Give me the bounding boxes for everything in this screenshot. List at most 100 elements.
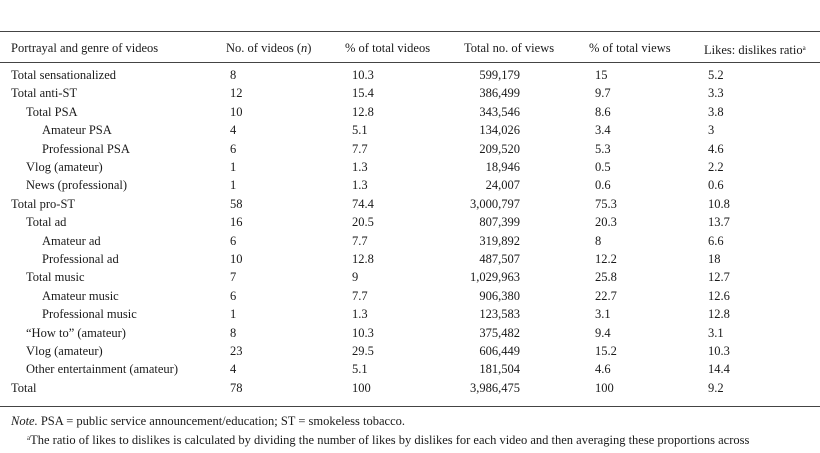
cell-pct-total-views: 22.7 bbox=[595, 288, 617, 303]
cell-no-of-videos: 8 bbox=[230, 325, 237, 340]
cell-total-views: 1,029,963 bbox=[470, 270, 520, 285]
footnote-marker: a bbox=[27, 434, 31, 442]
cell-no-of-videos: 10 bbox=[230, 104, 243, 119]
cell-likes-dislikes-ratio: 6.6 bbox=[708, 233, 724, 248]
table-row: Amateur PSA 4 5.1 134,026 3.4 3 bbox=[0, 121, 820, 139]
cell-portrayal-genre: Total PSA bbox=[26, 104, 78, 119]
cell-pct-total-views: 0.5 bbox=[595, 160, 611, 174]
cell-pct-total-videos: 10.3 bbox=[352, 68, 374, 82]
table-top-rule bbox=[0, 31, 820, 32]
cell-pct-total-videos: 9 bbox=[352, 270, 359, 285]
cell-no-of-videos: 78 bbox=[230, 380, 243, 395]
table-row: Amateur ad 6 7.7 319,892 8 6.6 bbox=[0, 232, 820, 250]
header-portrayal-genre: Portrayal and genre of videos bbox=[11, 41, 159, 55]
cell-total-views: 3,000,797 bbox=[470, 196, 520, 211]
cell-total-views: 134,026 bbox=[479, 123, 520, 138]
cell-likes-dislikes-ratio: 10.3 bbox=[708, 344, 730, 358]
cell-pct-total-views: 100 bbox=[595, 380, 614, 395]
cell-no-of-videos: 6 bbox=[230, 288, 237, 303]
cell-total-views: 319,892 bbox=[479, 233, 520, 248]
table-note: Note. PSA = public service announcement/… bbox=[11, 414, 405, 429]
cell-total-views: 386,499 bbox=[479, 86, 520, 101]
header-pct-total-views: % of total views bbox=[589, 41, 671, 55]
cell-no-of-videos: 58 bbox=[230, 196, 243, 211]
cell-likes-dislikes-ratio: 12.7 bbox=[708, 270, 730, 285]
cell-no-of-videos: 23 bbox=[230, 344, 243, 358]
cell-pct-total-videos: 7.7 bbox=[352, 233, 368, 248]
cell-total-views: 123,583 bbox=[479, 307, 520, 322]
cell-portrayal-genre: Total sensationalized bbox=[11, 68, 116, 82]
table-row: Total music 7 9 1,029,963 25.8 12.7 bbox=[0, 268, 820, 286]
cell-portrayal-genre: Professional PSA bbox=[42, 141, 130, 156]
cell-pct-total-views: 0.6 bbox=[595, 178, 611, 193]
table-row: Total pro-ST 58 74.4 3,000,797 75.3 10.8 bbox=[0, 195, 820, 213]
cell-no-of-videos: 1 bbox=[230, 160, 237, 174]
header-total-views: Total no. of views bbox=[464, 41, 555, 55]
cell-pct-total-views: 15.2 bbox=[595, 344, 617, 358]
table-row: Total sensationalized 8 10.3 599,179 15 5.2 bbox=[0, 66, 820, 84]
cell-likes-dislikes-ratio: 5.2 bbox=[708, 68, 724, 82]
table-row: Total ad 16 20.5 807,399 20.3 13.7 bbox=[0, 213, 820, 231]
table-row: Vlog (amateur) 1 1.3 18,946 0.5 2.2 bbox=[0, 158, 820, 176]
table-row: “How to” (amateur) 8 10.3 375,482 9.4 3.1 bbox=[0, 324, 820, 342]
cell-likes-dislikes-ratio: 2.2 bbox=[708, 160, 724, 174]
cell-pct-total-videos: 100 bbox=[352, 380, 371, 395]
cell-portrayal-genre: Professional music bbox=[42, 307, 137, 322]
cell-portrayal-genre: News (professional) bbox=[26, 178, 128, 193]
cell-pct-total-videos: 15.4 bbox=[352, 86, 374, 101]
cell-pct-total-videos: 74.4 bbox=[352, 196, 374, 211]
cell-no-of-videos: 1 bbox=[230, 307, 237, 322]
cell-pct-total-videos: 1.3 bbox=[352, 307, 368, 322]
cell-portrayal-genre: Vlog (amateur) bbox=[26, 344, 103, 358]
cell-portrayal-genre: Professional ad bbox=[42, 252, 119, 266]
cell-pct-total-videos: 1.3 bbox=[352, 178, 368, 193]
cell-likes-dislikes-ratio: 18 bbox=[708, 252, 721, 266]
cell-total-views: 343,546 bbox=[479, 104, 520, 119]
cell-pct-total-videos: 5.1 bbox=[352, 123, 368, 138]
cell-pct-total-videos: 20.5 bbox=[352, 215, 374, 230]
cell-pct-total-views: 75.3 bbox=[595, 196, 617, 211]
cell-pct-total-views: 20.3 bbox=[595, 215, 617, 230]
table-row: News (professional) 1 1.3 24,007 0.6 0.6 bbox=[0, 176, 820, 194]
footnote-text: The ratio of likes to dislikes is calcul… bbox=[30, 433, 750, 447]
cell-likes-dislikes-ratio: 12.8 bbox=[708, 307, 730, 322]
cell-portrayal-genre: Amateur ad bbox=[42, 233, 101, 248]
cell-portrayal-genre: “How to” (amateur) bbox=[26, 325, 126, 340]
cell-pct-total-views: 8 bbox=[595, 233, 602, 248]
table-header-rule bbox=[0, 62, 820, 63]
cell-likes-dislikes-ratio: 13.7 bbox=[708, 215, 730, 230]
cell-no-of-videos: 4 bbox=[230, 362, 237, 377]
cell-likes-dislikes-ratio: 3 bbox=[708, 123, 715, 138]
cell-pct-total-views: 3.4 bbox=[595, 123, 611, 138]
cell-pct-total-views: 12.2 bbox=[595, 252, 617, 266]
cell-likes-dislikes-ratio: 3.8 bbox=[708, 104, 724, 119]
table-row: Professional ad 10 12.8 487,507 12.2 18 bbox=[0, 250, 820, 268]
header-likes-dislikes-ratio: Likes: dislikes ratioa bbox=[704, 43, 806, 57]
cell-portrayal-genre: Total anti-ST bbox=[11, 86, 78, 101]
cell-no-of-videos: 1 bbox=[230, 178, 237, 193]
cell-no-of-videos: 12 bbox=[230, 86, 243, 101]
table-row: Professional music 1 1.3 123,583 3.1 12.8 bbox=[0, 305, 820, 323]
table-bottom-rule bbox=[0, 406, 820, 407]
cell-likes-dislikes-ratio: 12.6 bbox=[708, 288, 730, 303]
cell-total-views: 24,007 bbox=[485, 178, 520, 193]
cell-portrayal-genre: Total bbox=[11, 380, 37, 395]
table-row: Total 78 100 3,986,475 100 9.2 bbox=[0, 379, 820, 397]
cell-pct-total-videos: 7.7 bbox=[352, 288, 368, 303]
cell-total-views: 906,380 bbox=[479, 288, 520, 303]
cell-likes-dislikes-ratio: 14.4 bbox=[708, 362, 730, 377]
table-row: Vlog (amateur) 23 29.5 606,449 15.2 10.3 bbox=[0, 342, 820, 360]
cell-pct-total-views: 5.3 bbox=[595, 141, 611, 156]
cell-pct-total-views: 3.1 bbox=[595, 307, 611, 322]
cell-no-of-videos: 6 bbox=[230, 233, 237, 248]
cell-portrayal-genre: Amateur PSA bbox=[42, 123, 112, 138]
cell-pct-total-videos: 10.3 bbox=[352, 325, 374, 340]
cell-total-views: 3,986,475 bbox=[470, 380, 520, 395]
note-lead: Note. bbox=[11, 414, 38, 428]
cell-pct-total-views: 15 bbox=[595, 68, 608, 82]
cell-portrayal-genre: Total ad bbox=[26, 215, 67, 230]
table-row: Amateur music 6 7.7 906,380 22.7 12.6 bbox=[0, 287, 820, 305]
cell-likes-dislikes-ratio: 3.3 bbox=[708, 86, 724, 101]
cell-pct-total-views: 8.6 bbox=[595, 104, 611, 119]
header-no-of-videos: No. of videos (n) bbox=[226, 41, 312, 55]
